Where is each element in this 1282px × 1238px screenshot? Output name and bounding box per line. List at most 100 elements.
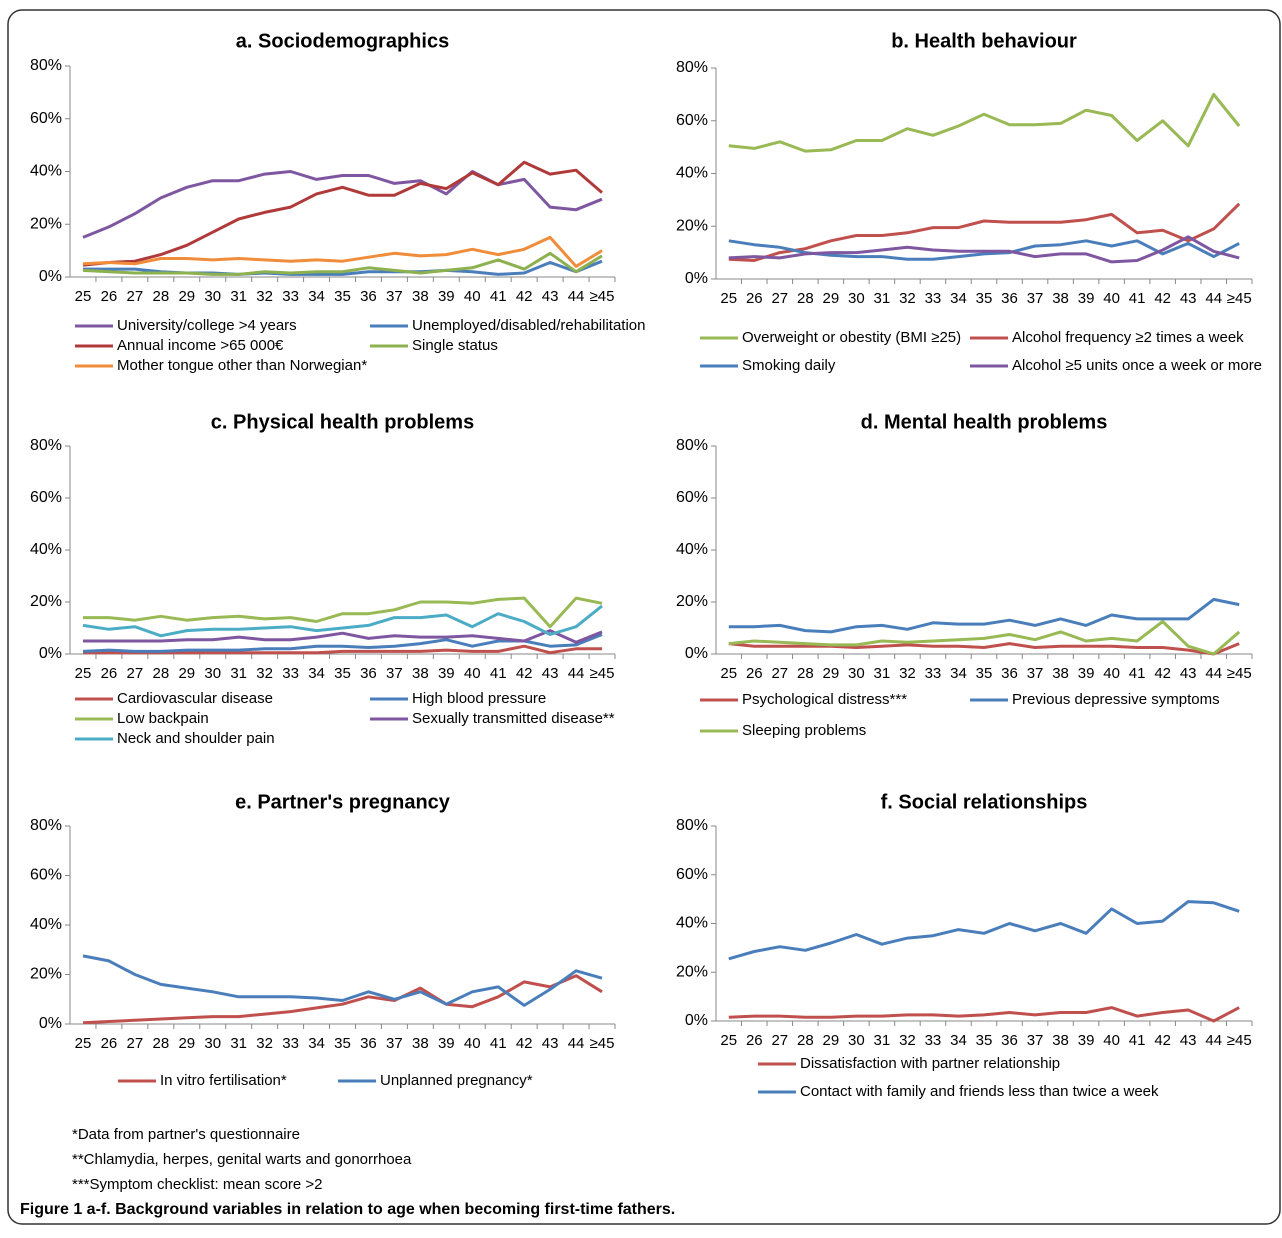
chart-title: c. Physical health problems (211, 411, 474, 433)
x-tick-label: 44 (1205, 290, 1222, 307)
legend-label: Unemployed/disabled/rehabilitation (412, 317, 645, 334)
x-tick-label: 36 (1001, 665, 1018, 682)
x-tick-label: 44 (1205, 665, 1222, 682)
legend-label: Single status (412, 337, 498, 354)
x-tick-label: 31 (874, 1032, 891, 1049)
footnote: *Data from partner's questionnaire (72, 1126, 300, 1143)
x-tick-label: 25 (75, 288, 92, 305)
x-tick-label: 37 (386, 288, 403, 305)
x-tick-label: 38 (1052, 665, 1069, 682)
y-tick-label: 80% (676, 817, 708, 834)
figure-border (7, 9, 1281, 1225)
x-tick-label: 30 (848, 665, 865, 682)
x-tick-label: ≥45 (1227, 1032, 1252, 1049)
x-tick-label: 34 (308, 665, 325, 682)
legend-label: Dissatisfaction with partner relationshi… (800, 1055, 1060, 1072)
x-tick-label: 44 (568, 288, 585, 305)
x-tick-label: 26 (746, 1032, 763, 1049)
x-tick-label: 41 (490, 288, 507, 305)
x-tick-label: 41 (1129, 1032, 1146, 1049)
x-tick-label: 27 (127, 665, 144, 682)
x-tick-label: 26 (746, 665, 763, 682)
x-tick-label: 32 (256, 665, 273, 682)
x-tick-label: 29 (178, 288, 195, 305)
caption: Figure 1 a-f. Background variables in re… (20, 1201, 675, 1218)
y-tick-label: 80% (30, 817, 62, 834)
x-tick-label: ≥45 (1227, 665, 1252, 682)
x-tick-label: ≥45 (1227, 290, 1252, 307)
x-tick-label: 37 (1027, 665, 1044, 682)
x-tick-label: 28 (797, 290, 814, 307)
line-series (82, 604, 603, 638)
x-tick-label: 38 (412, 288, 429, 305)
x-tick-label: 40 (464, 665, 481, 682)
x-tick-label: 34 (308, 288, 325, 305)
legend-label: High blood pressure (412, 690, 546, 707)
x-tick-label: 43 (1180, 665, 1197, 682)
x-tick-label: 34 (950, 665, 967, 682)
legend-label: Mother tongue other than Norwegian* (117, 357, 367, 374)
x-tick-label: 33 (925, 290, 942, 307)
legend-label: Unplanned pregnancy* (380, 1072, 533, 1089)
x-tick-label: 38 (412, 1035, 429, 1052)
x-tick-label: 31 (874, 665, 891, 682)
x-tick-label: 28 (152, 1035, 169, 1052)
x-tick-label: 29 (178, 1035, 195, 1052)
x-tick-label: 35 (334, 288, 351, 305)
x-tick-label: 33 (282, 665, 299, 682)
chart-title: b. Health behaviour (891, 30, 1077, 52)
chart-title: a. Sociodemographics (236, 30, 449, 52)
x-tick-label: 39 (438, 665, 455, 682)
y-tick-label: 20% (676, 217, 708, 234)
legend-label: Alcohol ≥5 units once a week or more (1012, 357, 1262, 374)
legend-label: University/college >4 years (117, 317, 297, 334)
x-tick-label: 39 (438, 288, 455, 305)
x-tick-label: 27 (771, 665, 788, 682)
legend-label: Previous depressive symptoms (1012, 691, 1220, 708)
y-tick-label: 0% (39, 645, 62, 662)
x-tick-label: 38 (412, 665, 429, 682)
y-tick-label: 20% (676, 593, 708, 610)
y-tick-label: 0% (685, 1012, 708, 1029)
y-tick-label: 20% (30, 215, 62, 232)
y-tick-label: 80% (676, 437, 708, 454)
x-tick-label: 42 (516, 288, 533, 305)
x-tick-label: 38 (1052, 290, 1069, 307)
legend-label: Alcohol frequency ≥2 times a week (1012, 329, 1244, 346)
line-series (82, 160, 603, 267)
chart-title: d. Mental health problems (861, 411, 1108, 433)
y-tick-label: 20% (30, 593, 62, 610)
x-tick-label: 34 (950, 290, 967, 307)
x-tick-label: 42 (516, 1035, 533, 1052)
legend-label: Sexually transmitted disease** (412, 710, 615, 727)
x-tick-label: 35 (334, 665, 351, 682)
x-tick-label: 36 (1001, 290, 1018, 307)
x-tick-label: 27 (127, 1035, 144, 1052)
x-tick-label: 44 (1205, 1032, 1222, 1049)
x-tick-label: 28 (152, 665, 169, 682)
footnote: **Chlamydia, herpes, genital warts and g… (72, 1151, 412, 1168)
x-tick-label: 37 (1027, 290, 1044, 307)
x-tick-label: 44 (568, 1035, 585, 1052)
x-tick-label: 27 (771, 1032, 788, 1049)
x-tick-label: 32 (256, 288, 273, 305)
x-tick-label: 44 (568, 665, 585, 682)
x-tick-label: 31 (230, 288, 247, 305)
line-series (82, 251, 603, 276)
y-tick-label: 80% (30, 437, 62, 454)
x-tick-label: 40 (1103, 665, 1120, 682)
y-tick-label: 0% (685, 645, 708, 662)
x-tick-label: 40 (464, 1035, 481, 1052)
x-tick-label: 26 (101, 288, 118, 305)
x-tick-label: 39 (1078, 1032, 1095, 1049)
x-tick-label: 35 (334, 1035, 351, 1052)
x-tick-label: 39 (438, 1035, 455, 1052)
x-tick-label: 29 (823, 290, 840, 307)
x-tick-label: 39 (1078, 290, 1095, 307)
line-series (728, 92, 1241, 153)
x-tick-label: 43 (1180, 1032, 1197, 1049)
line-series (728, 900, 1240, 961)
line-series (728, 642, 1240, 656)
x-tick-label: 31 (874, 290, 891, 307)
x-tick-label: 29 (823, 1032, 840, 1049)
